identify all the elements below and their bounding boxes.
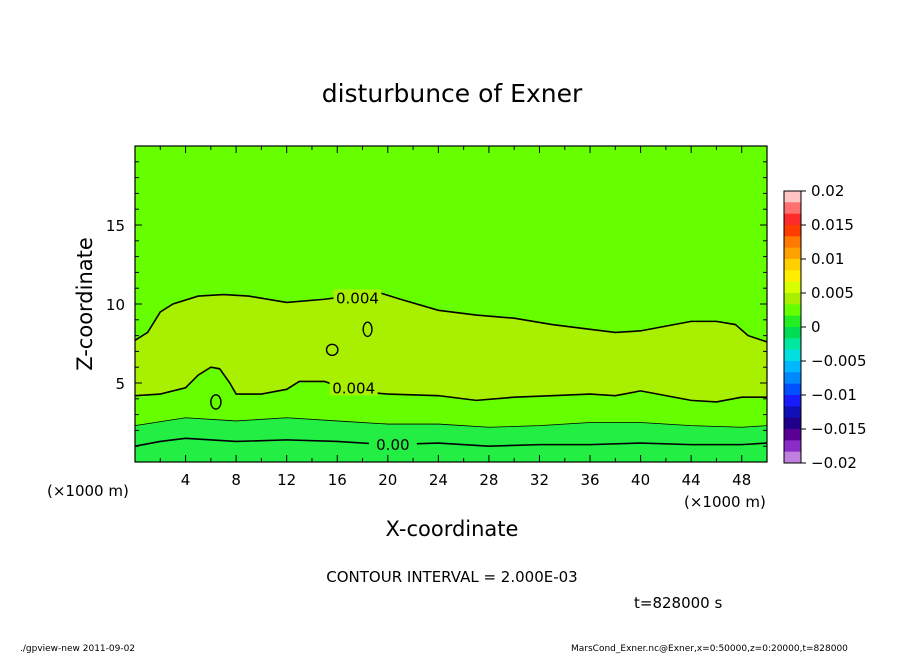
contour-lines [134,290,768,448]
contour-label-bg-2 [368,436,417,453]
colorbar-segment-5 [784,247,801,260]
fill-max-band [135,291,767,402]
closed-contour-0 [210,394,222,410]
colorbar-segment-19 [784,406,801,419]
contour-label-bg-1 [329,379,378,396]
colorbar-segment-12 [784,327,801,339]
x-tick-label-10: 44 [682,471,701,489]
colorbar-label-0: 0.02 [811,182,844,200]
colorbar-segment-20 [784,417,801,430]
footer-right: MarsCond_Exner.nc@Exner,x=0:50000,z=0:20… [571,644,848,654]
colorbar-label-2: 0.01 [811,250,844,268]
y-axis-label: Z-coordinate [73,237,97,371]
contour-label-0: 0.004 [336,289,379,307]
y-tick-label-1: 10 [106,296,125,314]
colorbar-label-3: 0.005 [811,284,854,302]
time-label: t=828000 s [634,594,722,612]
closed-contour-2 [362,321,373,338]
closed-contour-1 [325,343,339,357]
x-tick-label-6: 28 [479,471,498,489]
x-tick-label-8: 36 [580,471,599,489]
contour-line-3 [134,437,768,448]
x-tick-label-7: 32 [530,471,549,489]
y-tick-label-0: 5 [115,375,125,393]
colorbar-segment-3 [784,225,801,237]
x-tick-label-0: 4 [181,471,191,489]
y-unit-label: (×1000 m) [47,482,129,500]
x-tick-label-1: 8 [231,471,241,489]
colorbar-segment-23 [784,451,801,464]
colorbar-segment-22 [784,440,801,453]
colorbar-segment-13 [784,338,801,351]
colorbar-label-5: −0.005 [811,352,867,370]
x-tick-label-4: 20 [378,471,397,489]
colorbar-label-7: −0.015 [811,420,867,438]
colorbar-label-1: 0.015 [811,216,854,234]
chart-title: disturbunce of Exner [322,79,583,108]
contour-interval: CONTOUR INTERVAL = 2.000E-03 [326,568,577,586]
colorbar-segment-8 [784,281,801,294]
contour-line-0 [134,290,768,343]
colorbar-segment-11 [784,315,801,328]
contour-labels: 0.004 0.004 0.00 [329,289,417,454]
fill-lower-band [135,417,767,462]
contour-fills [135,146,767,462]
contour-label-1: 0.004 [332,379,375,397]
contour-label-bg-0 [333,289,382,306]
contour-line-2 [134,417,768,428]
x-unit-label: (×1000 m) [684,493,766,511]
contour-label-2: 0.00 [376,436,409,454]
x-axis-label: X-coordinate [386,517,519,541]
colorbar-segment-9 [784,293,801,305]
colorbar-segment-1 [784,202,801,215]
colorbar-segment-17 [784,383,801,396]
colorbar-segment-15 [784,361,801,373]
x-tick-label-11: 48 [732,471,751,489]
colorbar-segment-21 [784,429,801,441]
colorbar-label-6: −0.01 [811,386,857,404]
colorbar-segment-18 [784,395,801,407]
x-tick-label-5: 24 [429,471,448,489]
colorbar-segment-10 [784,304,801,317]
colorbar-segment-16 [784,372,801,385]
colorbar-segment-0 [784,191,801,203]
colorbar-label-4: 0 [811,318,821,336]
footer-left: ./gpview-new 2011-09-02 [20,644,136,654]
colorbar-segment-14 [784,349,801,362]
colorbar-segment-4 [784,236,801,249]
colorbar-label-8: −0.02 [811,454,857,472]
colorbar-segment-2 [784,213,801,226]
y-tick-label-2: 15 [106,217,125,235]
colorbar: 0.02 0.015 0.01 0.005 0 −0.005 −0.01 −0.015 −0.0… [783,182,867,472]
colorbar-segment-7 [784,270,801,283]
x-tick-label-9: 40 [631,471,650,489]
x-tick-label-3: 16 [328,471,347,489]
colorbar-segment-6 [784,259,801,271]
x-tick-label-2: 12 [277,471,296,489]
